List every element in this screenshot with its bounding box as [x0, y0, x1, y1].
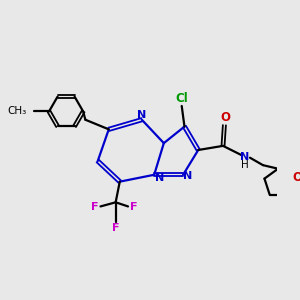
Text: F: F: [91, 202, 98, 212]
Text: N: N: [137, 110, 146, 120]
Text: CH₃: CH₃: [7, 106, 26, 116]
Text: O: O: [221, 111, 231, 124]
Text: N: N: [183, 171, 193, 181]
Text: F: F: [130, 202, 138, 212]
Text: Cl: Cl: [175, 92, 188, 105]
Text: O: O: [293, 171, 300, 184]
Text: N: N: [240, 152, 249, 162]
Text: H: H: [241, 160, 248, 170]
Text: N: N: [154, 172, 164, 182]
Text: F: F: [112, 224, 119, 233]
